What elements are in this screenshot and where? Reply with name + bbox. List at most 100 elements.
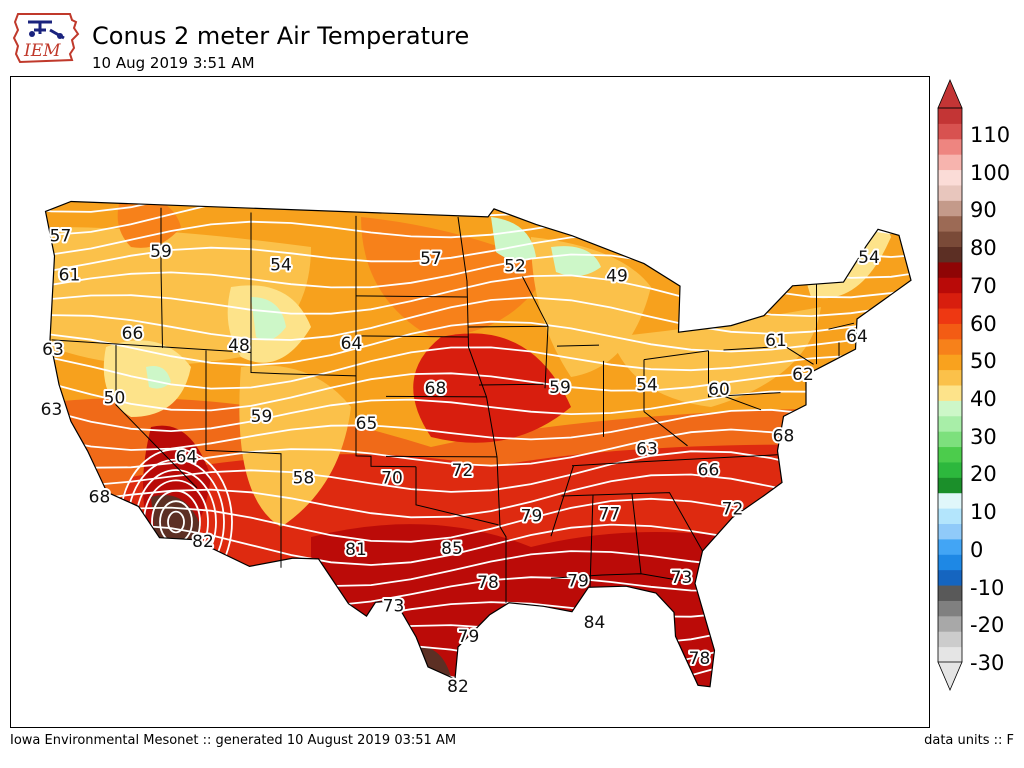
temperature-label: 68	[89, 488, 111, 508]
isotherm-line	[45, 390, 911, 433]
colorbar-segment	[938, 123, 962, 140]
temperature-label: 54	[270, 256, 292, 276]
state-border-line	[115, 344, 198, 489]
state-border-line	[643, 350, 709, 361]
colorbar-segment	[938, 385, 962, 401]
temperature-label: 48	[228, 336, 250, 356]
map-title: Conus 2 meter Air Temperature	[92, 22, 470, 50]
colorbar-tick-label: 30	[970, 424, 997, 449]
temperature-label: 81	[345, 540, 367, 560]
isotherm-line	[45, 274, 911, 318]
colorbar-segment	[938, 415, 962, 432]
temperature-label: 54	[636, 376, 658, 396]
temperature-label: 85	[441, 539, 463, 559]
state-border-line	[385, 455, 498, 458]
temperature-label: 68	[425, 379, 447, 399]
colorbar-tick-label: 40	[970, 387, 997, 411]
colorbar-segment	[938, 308, 962, 324]
colorbar-segment	[938, 369, 962, 386]
temperature-label: 49	[606, 267, 628, 287]
colorbar-segment	[938, 431, 962, 448]
temperature-label: 82	[192, 532, 214, 552]
colorbar-segment	[938, 277, 962, 294]
temperature-labels: 57 59 61 54 57 52 49 54 63 66 48 64 61 64 68 59 54 60 62 50…	[39, 225, 882, 699]
state-border-line	[561, 492, 703, 552]
temperature-label: 59	[549, 378, 571, 398]
colorbar-tick-label: 110	[970, 123, 1011, 147]
temperature-label: 72	[452, 461, 474, 481]
isotherm-line	[45, 201, 911, 213]
state-border-line	[522, 276, 549, 389]
temperature-label: 70	[381, 469, 403, 489]
colorbar-tick-label: -20	[970, 613, 1005, 638]
temperature-label: 59	[251, 407, 273, 427]
isotherm-line	[45, 473, 911, 519]
temperature-label: 73	[671, 568, 693, 588]
state-borders	[51, 207, 855, 603]
temperature-map: 57 59 61 54 57 52 49 54 63 66 48 64 61 64 68 59 54 60 62 50…	[11, 200, 930, 728]
state-border-line	[723, 395, 762, 411]
isotherm-line	[11, 700, 930, 728]
temperature-label: 64	[341, 334, 363, 354]
state-border-line	[160, 207, 163, 348]
colorbar-segment	[938, 461, 962, 478]
isotherm-line	[45, 346, 911, 390]
colorbar-segment	[938, 261, 962, 278]
footer-units: data units :: F	[924, 733, 1014, 748]
colorbar-segment	[938, 200, 962, 217]
temperature-label: 79	[521, 507, 543, 527]
colorbar-frame	[937, 107, 963, 663]
isotherm-line	[45, 450, 911, 493]
temperature-label: 64	[176, 447, 198, 467]
state-border-line	[550, 465, 574, 537]
temperature-label: 62	[792, 365, 814, 385]
colorbar-segment	[938, 538, 962, 555]
colorbar-tick-label: 20	[970, 462, 997, 487]
colorbar-segment	[938, 585, 962, 601]
temperature-label: 77	[599, 505, 621, 525]
colorbar-segment	[938, 446, 962, 463]
colorbar-segment	[938, 246, 962, 263]
temperature-label: 73	[383, 597, 405, 617]
temperature-label: 57	[50, 227, 72, 247]
state-border-line	[589, 495, 594, 588]
state-border-line	[643, 411, 688, 447]
temperature-label: 78	[689, 649, 711, 669]
colorbar-min-arrow	[937, 661, 963, 692]
state-border-line	[385, 395, 487, 398]
temperature-label: 63	[41, 400, 63, 420]
state-border-line	[355, 295, 468, 298]
temperature-label: 61	[765, 331, 787, 351]
state-border-line	[250, 212, 357, 377]
temperature-label: 79	[567, 572, 589, 592]
colorbar-tick-label: 100	[970, 160, 1011, 185]
state-border-line	[550, 573, 688, 583]
state-border-line	[355, 335, 469, 338]
temperature-colorbar	[937, 78, 963, 692]
temperature-label: 57	[420, 249, 442, 269]
temperature-label: 66	[122, 324, 144, 344]
state-border-line	[468, 325, 549, 328]
colorbar-tick-label: 0	[970, 537, 984, 562]
colorbar-tick-label: 70	[970, 273, 997, 298]
temperature-label: 61	[59, 265, 81, 285]
state-border-line	[556, 344, 600, 347]
colorbar-max-arrow	[937, 78, 963, 109]
temperature-label: 60	[708, 380, 730, 400]
temperature-label: 82	[447, 677, 469, 697]
isotherm-line	[45, 296, 911, 341]
temperature-label: 79	[458, 627, 480, 647]
map-panel[interactable]: 57 59 61 54 57 52 49 54 63 66 48 64 61 64 68 59 54 60 62 50…	[10, 76, 930, 728]
temperature-label: 65	[356, 414, 378, 434]
state-border-line	[708, 350, 781, 398]
colorbar-tick-label: 10	[970, 500, 997, 525]
colorbar-segment	[938, 477, 962, 494]
temperature-label: 54	[858, 248, 880, 268]
temperature-label: 78	[477, 573, 499, 593]
country-border	[44, 200, 912, 688]
temperature-label: 84	[584, 613, 606, 633]
state-border-line	[723, 345, 814, 365]
temperature-label: 64	[846, 327, 868, 347]
colorbar-segment	[938, 400, 962, 417]
colorbar-tick-label: 50	[970, 349, 997, 374]
